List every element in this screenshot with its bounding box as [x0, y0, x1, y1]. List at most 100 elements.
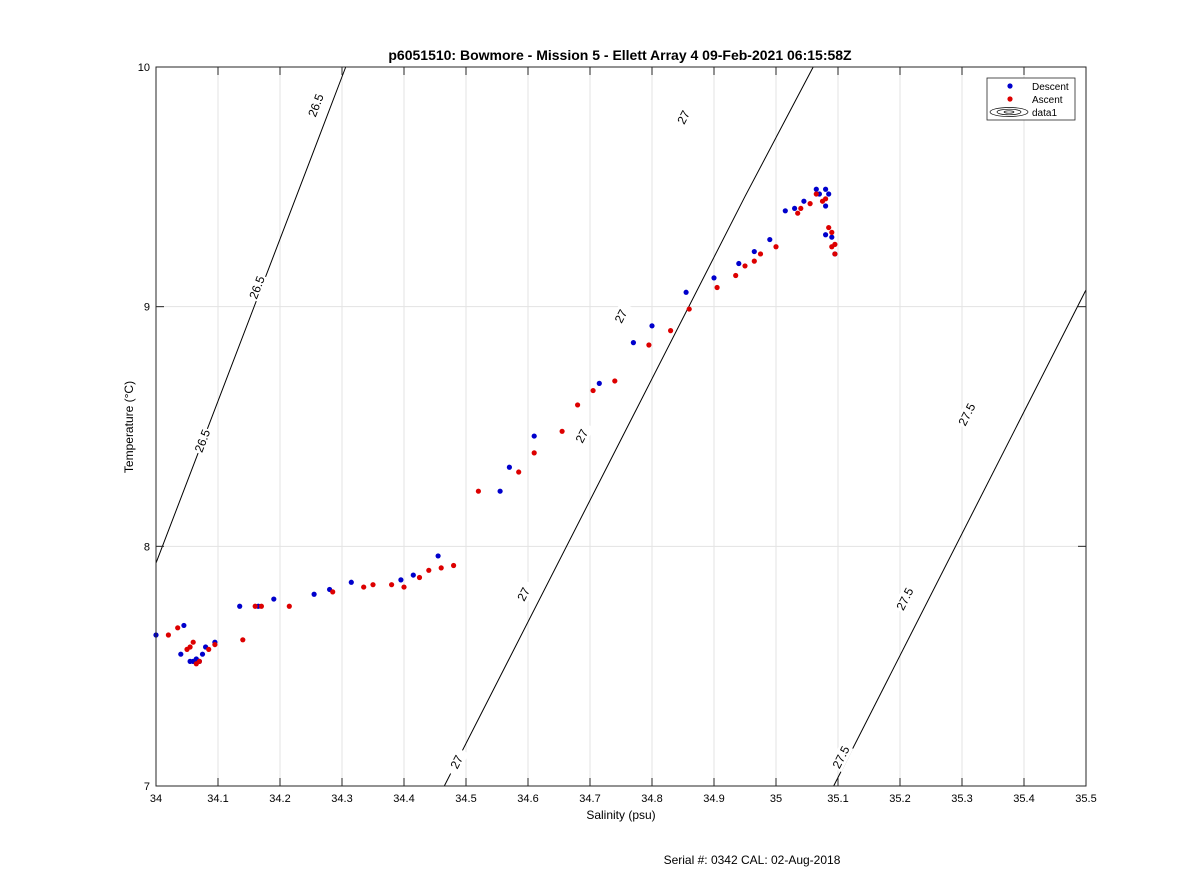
descent-point [410, 572, 416, 578]
plot-frame [155, 66, 1087, 787]
legend-ascent-marker [1007, 96, 1013, 102]
y-tick-label: 9 [144, 302, 150, 314]
descent-point [823, 186, 829, 192]
ascent-point [813, 191, 819, 197]
ascent-point [798, 205, 804, 212]
x-tick-label: 34.4 [393, 793, 414, 805]
x-tick-label: 34.5 [455, 793, 476, 805]
ascent-point [206, 646, 212, 652]
x-tick-label: 34.1 [207, 793, 228, 805]
descent-point [435, 553, 441, 559]
ascent-point [832, 251, 838, 257]
descent-point [782, 208, 788, 214]
contour-label: 27 [514, 585, 533, 604]
legend: Descent Ascent data1 [986, 77, 1076, 121]
descent-point [531, 433, 537, 439]
density-contour-line [443, 66, 814, 787]
ascent-point [516, 469, 522, 475]
descent-point [826, 191, 832, 197]
ascent-point [807, 201, 813, 207]
ascent-series [165, 191, 838, 667]
ascent-point [823, 196, 829, 202]
contour-label-gap [191, 426, 214, 456]
x-tick-label: 34 [150, 793, 162, 805]
ascent-point [451, 562, 457, 569]
chart-title: p6051510: Bowmore - Mission 5 - Ellett A… [388, 47, 852, 63]
descent-point [181, 622, 187, 629]
ascent-point [401, 584, 407, 590]
ascent-point [187, 644, 193, 650]
ascent-point [612, 378, 618, 384]
ascent-point [370, 582, 376, 588]
x-tick-label: 35 [770, 793, 782, 805]
legend-descent-marker [1007, 83, 1013, 89]
ascent-point [832, 241, 838, 247]
contour-label: 27 [573, 427, 592, 446]
ascent-point [559, 428, 565, 434]
ascent-point [416, 574, 423, 581]
legend-descent-label: Descent [1032, 82, 1069, 93]
x-tick-label: 34.3 [331, 793, 352, 805]
x-axis-label: Salinity (psu) [586, 808, 655, 822]
ascent-point [686, 306, 692, 312]
descent-point [792, 205, 798, 212]
ascent-point [426, 567, 432, 573]
ascent-point [646, 342, 652, 348]
contour-label-gap [569, 421, 595, 451]
ascent-point [165, 632, 171, 638]
x-tick-label: 34.6 [517, 793, 538, 805]
x-tick-label: 34.8 [641, 793, 662, 805]
ascent-point [829, 229, 835, 235]
contour-label-gap [828, 742, 854, 773]
descent-point [348, 579, 354, 585]
ascent-point [240, 637, 246, 643]
descent-point [751, 248, 757, 255]
ascent-point [575, 402, 581, 408]
ascent-point [795, 210, 801, 216]
x-axis-ticks: 34 34.1 34.2 34.3 34.4 34.5 34.6 34.7 34.8 34.9 35… [150, 67, 1097, 805]
descent-point [199, 651, 206, 657]
descent-point [596, 380, 602, 386]
x-tick-label: 35.4 [1013, 793, 1034, 805]
descent-point [506, 464, 512, 470]
contour-label-gap [954, 399, 980, 430]
descent-point [823, 203, 829, 209]
ascent-point [590, 387, 596, 394]
ascent-point [475, 488, 481, 494]
contour-label: 27 [674, 108, 693, 127]
descent-point [237, 603, 243, 609]
serial-calibration-footer: Serial #: 0342 CAL: 02-Aug-2018 [664, 853, 841, 867]
y-axis-label: Temperature (°C) [122, 381, 136, 473]
descent-point [398, 577, 404, 583]
ascent-point [361, 584, 367, 590]
contour-label-gap [608, 301, 634, 332]
contour-label: 27 [612, 307, 631, 326]
x-tick-label: 34.9 [703, 793, 724, 805]
legend-box [986, 77, 1076, 121]
ascent-point [438, 565, 444, 571]
x-tick-label: 35.3 [951, 793, 972, 805]
x-tick-label: 34.7 [579, 793, 600, 805]
contour-label-gap [511, 579, 536, 610]
ascent-point [286, 603, 292, 609]
x-tick-label: 34.2 [269, 793, 290, 805]
ascent-point [196, 658, 202, 664]
descent-point [813, 186, 819, 192]
legend-data1-label: data1 [1032, 108, 1057, 119]
descent-point [711, 275, 717, 281]
ascent-point [751, 258, 757, 264]
plot-background [156, 67, 1086, 786]
y-axis-ticks: 7 8 9 10 [138, 62, 1086, 793]
descent-point [497, 488, 503, 494]
descent-point [801, 198, 807, 204]
descent-point [683, 289, 689, 295]
contour-label-gap [892, 584, 918, 614]
contour-label-gap [245, 272, 269, 303]
y-tick-label: 7 [144, 781, 150, 793]
density-contour-line [155, 66, 347, 564]
y-tick-label: 8 [144, 541, 150, 553]
contour-label-gap [671, 102, 696, 133]
